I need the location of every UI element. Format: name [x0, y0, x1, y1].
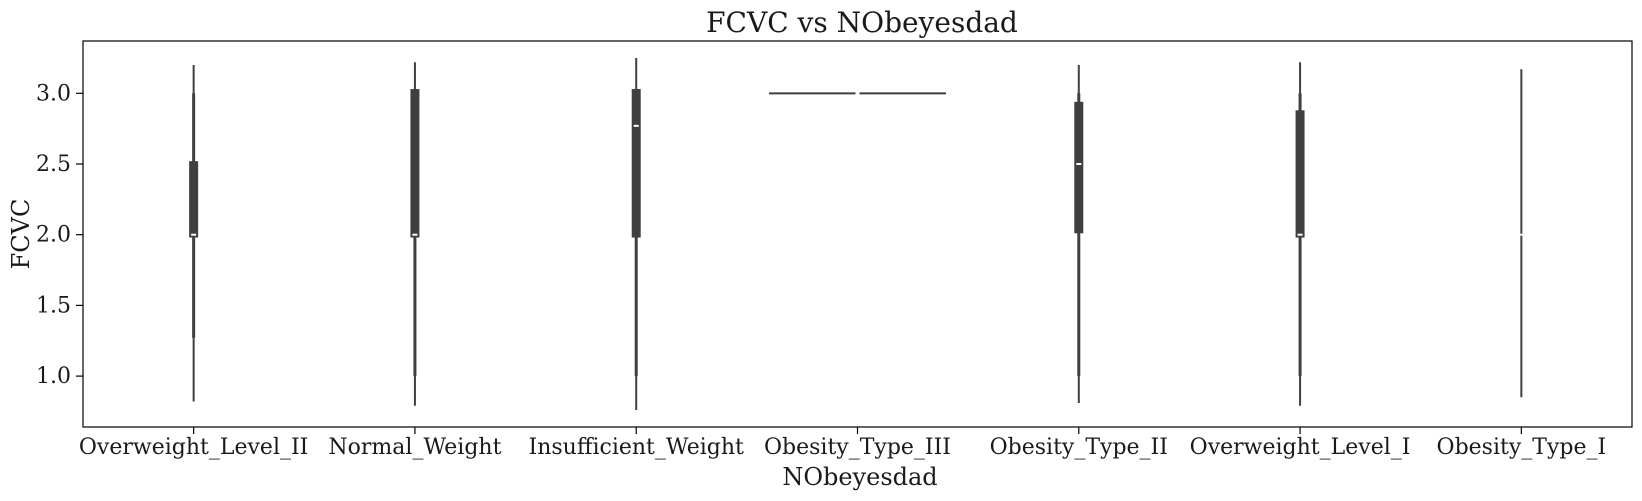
y-axis: 1.0 1.5 2.0 2.5 3.0 — [36, 81, 83, 389]
violin-Overweight_Level_II — [189, 65, 199, 402]
violin-box — [1295, 110, 1305, 238]
chart-title: FCVC vs NObeyesdad — [706, 6, 1018, 39]
violin-Obesity_Type_II — [1074, 65, 1084, 403]
violin-Normal_Weight — [410, 62, 420, 406]
x-tick-label: Normal_Weight — [328, 435, 501, 460]
y-tick-label: 1.0 — [36, 364, 71, 389]
y-tick-label: 2.5 — [36, 152, 71, 177]
violin-box — [189, 161, 199, 238]
y-tick-label: 3.0 — [36, 81, 71, 106]
x-tick-label: Overweight_Level_I — [1190, 435, 1411, 460]
violin-Overweight_Level_I — [1295, 62, 1305, 406]
violin-box — [410, 89, 420, 238]
y-tick-label: 1.5 — [36, 293, 71, 318]
violin-Obesity_Type_I — [1518, 69, 1524, 398]
violin-marks — [189, 57, 1524, 411]
violin-box — [1074, 101, 1084, 234]
plot-frame — [82, 40, 1633, 428]
x-axis: Overweight_Level_II Normal_Weight Insuffic… — [79, 427, 1606, 460]
x-axis-label: NObeyesdad — [782, 463, 937, 491]
x-tick-label: Obesity_Type_III — [764, 435, 951, 460]
x-tick-label: Insufficient_Weight — [529, 435, 744, 460]
violin-Insufficient_Weight — [631, 57, 641, 411]
x-tick-label: Overweight_Level_II — [79, 435, 308, 460]
x-tick-label: Obesity_Type_I — [1437, 435, 1607, 460]
violin-box — [631, 89, 641, 238]
y-axis-label: FCVC — [7, 199, 35, 270]
x-tick-label: Obesity_Type_II — [990, 435, 1168, 460]
y-tick-label: 2.0 — [36, 223, 71, 248]
